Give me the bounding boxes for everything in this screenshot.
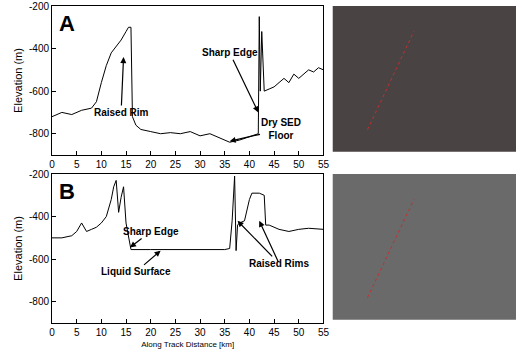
svg-text:50: 50 bbox=[293, 159, 305, 170]
svg-text:40: 40 bbox=[244, 327, 256, 338]
svg-text:5: 5 bbox=[74, 159, 80, 170]
svg-text:-400: -400 bbox=[29, 43, 49, 54]
svg-text:35: 35 bbox=[219, 327, 231, 338]
svg-text:20: 20 bbox=[145, 159, 157, 170]
svg-text:0: 0 bbox=[49, 159, 55, 170]
svg-text:Liquid Surface: Liquid Surface bbox=[101, 266, 171, 277]
svg-text:25: 25 bbox=[170, 327, 182, 338]
svg-text:-600: -600 bbox=[29, 86, 49, 97]
svg-text:20: 20 bbox=[145, 327, 157, 338]
svg-text:-600: -600 bbox=[29, 254, 49, 265]
svg-text:Elevation (m): Elevation (m) bbox=[12, 48, 24, 113]
svg-text:15: 15 bbox=[120, 327, 132, 338]
svg-text:30: 30 bbox=[194, 159, 206, 170]
svg-text:5: 5 bbox=[74, 327, 80, 338]
svg-text:Along Track Distance [km]: Along Track Distance [km] bbox=[141, 340, 234, 349]
svg-text:A: A bbox=[59, 11, 75, 36]
svg-text:B: B bbox=[59, 179, 75, 204]
svg-text:40: 40 bbox=[244, 159, 256, 170]
svg-text:10: 10 bbox=[96, 327, 108, 338]
svg-text:50: 50 bbox=[293, 327, 305, 338]
svg-text:55: 55 bbox=[318, 327, 330, 338]
svg-text:Raised Rim: Raised Rim bbox=[94, 107, 149, 118]
svg-text:Raised Rims: Raised Rims bbox=[249, 258, 309, 269]
svg-text:-200: -200 bbox=[29, 1, 49, 12]
svg-text:Dry SEDFloor: Dry SEDFloor bbox=[261, 117, 301, 141]
svg-text:45: 45 bbox=[269, 159, 281, 170]
svg-text:-400: -400 bbox=[29, 211, 49, 222]
svg-text:-200: -200 bbox=[29, 169, 49, 180]
svg-text:0: 0 bbox=[49, 327, 55, 338]
svg-text:Elevation (m): Elevation (m) bbox=[12, 216, 24, 281]
svg-text:45: 45 bbox=[269, 327, 281, 338]
svg-text:55: 55 bbox=[318, 159, 330, 170]
svg-text:-800: -800 bbox=[29, 296, 49, 307]
svg-text:35: 35 bbox=[219, 159, 231, 170]
svg-text:Sharp Edge: Sharp Edge bbox=[202, 47, 258, 58]
svg-text:-800: -800 bbox=[29, 128, 49, 139]
svg-text:30: 30 bbox=[194, 327, 206, 338]
svg-text:25: 25 bbox=[170, 159, 182, 170]
svg-text:Sharp Edge: Sharp Edge bbox=[123, 226, 179, 237]
svg-text:15: 15 bbox=[120, 159, 132, 170]
svg-text:10: 10 bbox=[96, 159, 108, 170]
